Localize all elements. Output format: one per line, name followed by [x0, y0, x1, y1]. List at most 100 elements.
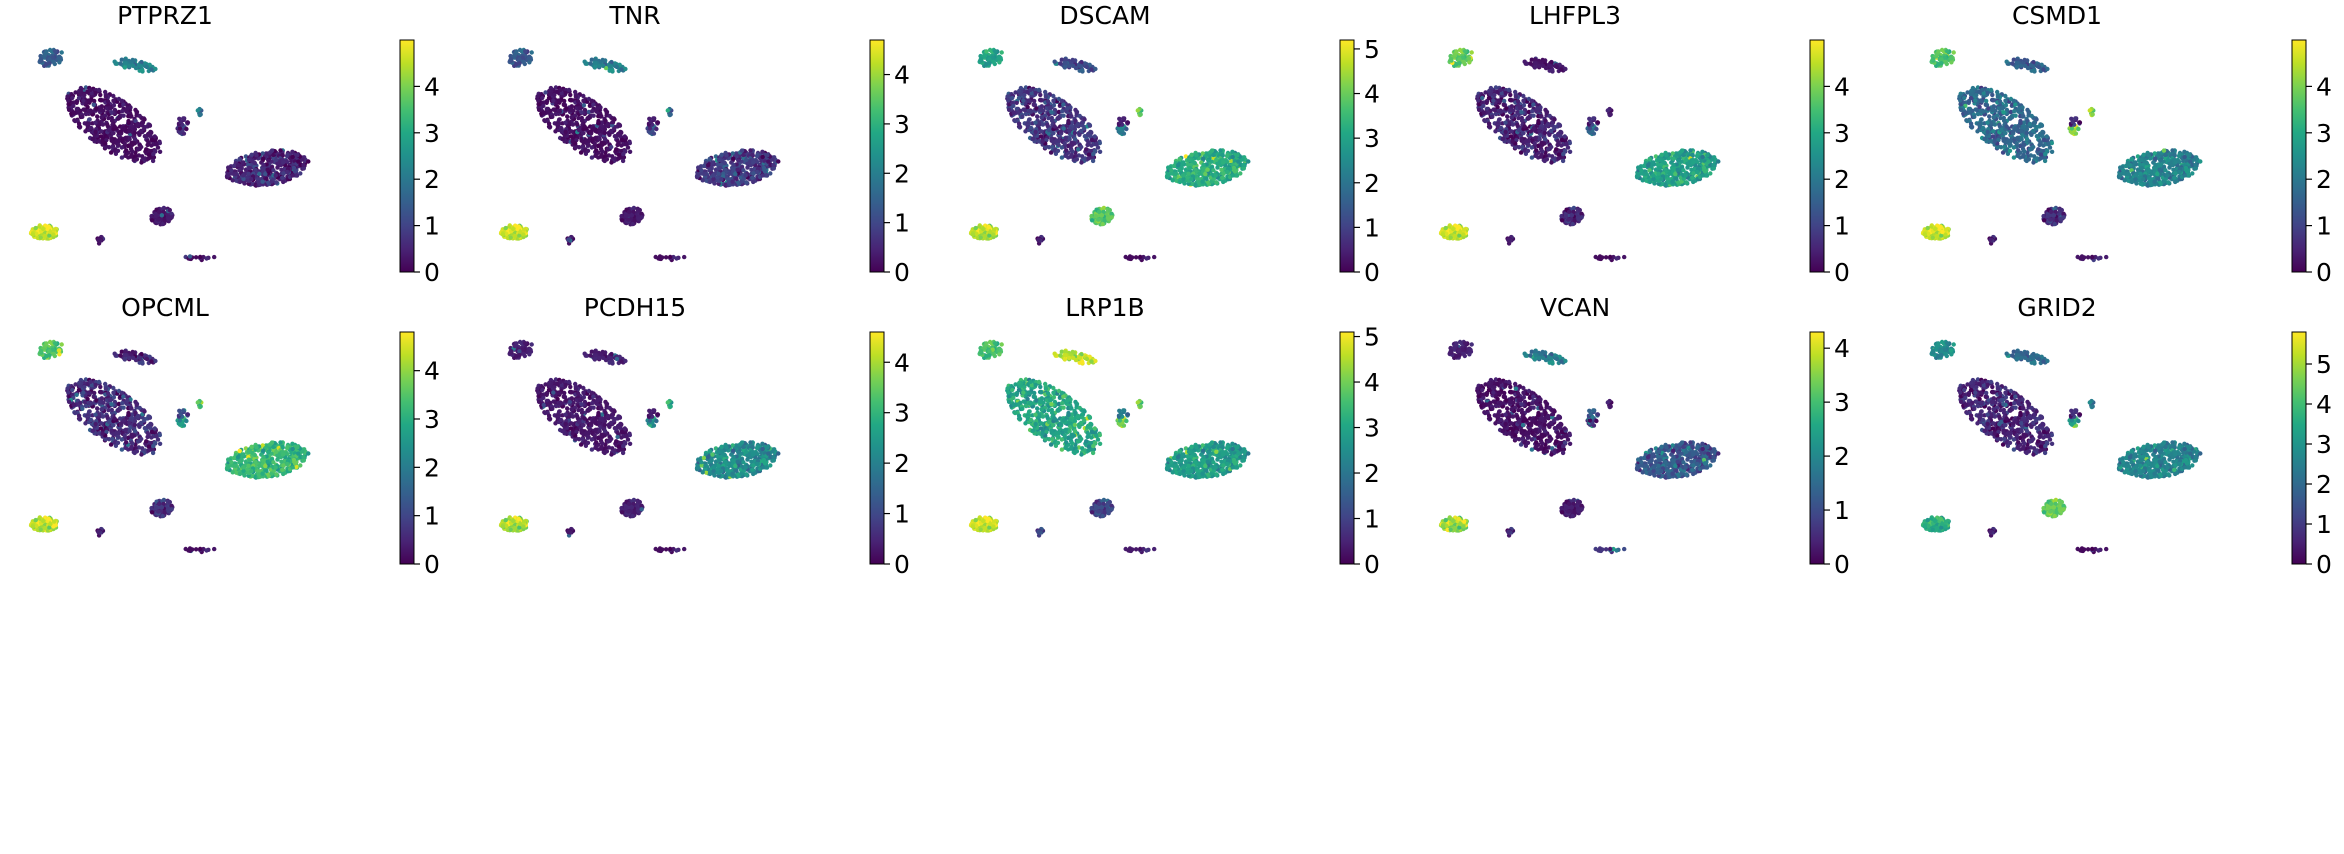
data-point [139, 160, 144, 165]
data-point [991, 59, 996, 64]
data-point [139, 144, 144, 150]
data-point [1521, 103, 1527, 108]
data-point [1221, 160, 1226, 165]
data-point [597, 129, 602, 134]
data-point [1022, 92, 1027, 98]
data-point [1180, 160, 1185, 165]
data-point [137, 63, 143, 68]
data-point [618, 129, 623, 135]
data-point [132, 130, 138, 136]
data-point [38, 235, 43, 240]
data-point [73, 90, 78, 95]
data-point [146, 152, 152, 157]
data-point [749, 167, 754, 172]
data-point [121, 113, 126, 118]
data-point [47, 61, 52, 66]
data-point [120, 109, 125, 114]
data-point [736, 158, 741, 163]
data-point [762, 169, 768, 174]
data-point [1006, 98, 1011, 103]
data-point [1549, 144, 1554, 150]
data-point [294, 172, 299, 178]
data-point [654, 126, 659, 132]
data-point [1503, 129, 1508, 135]
data-point [284, 159, 289, 164]
data-point [569, 129, 574, 134]
data-point [1068, 113, 1073, 119]
data-point [503, 225, 508, 231]
data-point [1550, 68, 1555, 73]
panel-title: DSCAM [1059, 1, 1150, 30]
panel-title: PTPRZ1 [117, 1, 213, 30]
panels: PTPRZ101234TNR01234DSCAM012345LHFPL30123… [28, 1, 2332, 579]
data-point [668, 112, 673, 117]
scatter-points [498, 47, 781, 263]
data-point [82, 92, 87, 98]
colorbar-tick-label: 3 [894, 110, 910, 139]
data-point [567, 97, 573, 103]
data-point [739, 148, 745, 153]
data-point [1539, 148, 1544, 153]
data-point [1109, 215, 1114, 220]
data-point [1018, 91, 1023, 97]
data-point [1500, 136, 1506, 141]
data-point [91, 102, 97, 107]
data-point [57, 60, 62, 65]
data-point [260, 151, 265, 156]
data-point [273, 173, 278, 178]
data-point [281, 171, 286, 176]
data-point [140, 68, 145, 73]
data-point [74, 100, 79, 105]
data-point [41, 226, 46, 232]
data-point [1547, 63, 1553, 68]
data-point [1036, 237, 1041, 242]
data-point [973, 225, 978, 231]
data-point [637, 207, 642, 213]
data-point [184, 126, 189, 132]
data-point [236, 162, 241, 168]
data-point [1061, 113, 1066, 118]
data-point [271, 176, 277, 181]
data-point [249, 177, 254, 182]
data-point [1539, 152, 1544, 158]
data-point [261, 166, 266, 171]
data-point [1186, 157, 1192, 163]
data-point [607, 63, 613, 68]
data-point [731, 156, 736, 161]
data-point [111, 103, 117, 108]
data-point [1079, 160, 1084, 165]
data-point [981, 226, 986, 232]
data-point [603, 107, 608, 113]
data-point [137, 131, 142, 137]
data-point [743, 173, 748, 178]
data-point [591, 113, 596, 118]
data-point [246, 157, 252, 163]
data-point [607, 113, 612, 119]
data-point [663, 255, 669, 260]
data-point [99, 129, 104, 134]
data-point [527, 60, 532, 65]
colorbar-gradient [869, 39, 885, 273]
data-point [604, 157, 610, 162]
data-point [988, 229, 993, 235]
data-point [130, 63, 136, 68]
data-point [1093, 66, 1098, 72]
data-point [254, 153, 259, 158]
data-point [110, 130, 116, 136]
data-point [280, 175, 285, 180]
data-point [156, 209, 162, 214]
data-point [1537, 129, 1542, 134]
data-point [563, 120, 568, 125]
data-point [1467, 60, 1472, 65]
data-point [1497, 109, 1502, 114]
data-point [1495, 104, 1500, 110]
data-point [771, 162, 776, 168]
data-point [750, 152, 755, 157]
data-point [126, 63, 132, 69]
data-point [1056, 142, 1061, 148]
data-point [124, 148, 129, 153]
data-point [716, 171, 721, 176]
data-point [249, 152, 254, 157]
data-point [1090, 158, 1096, 164]
data-point [1075, 121, 1081, 127]
